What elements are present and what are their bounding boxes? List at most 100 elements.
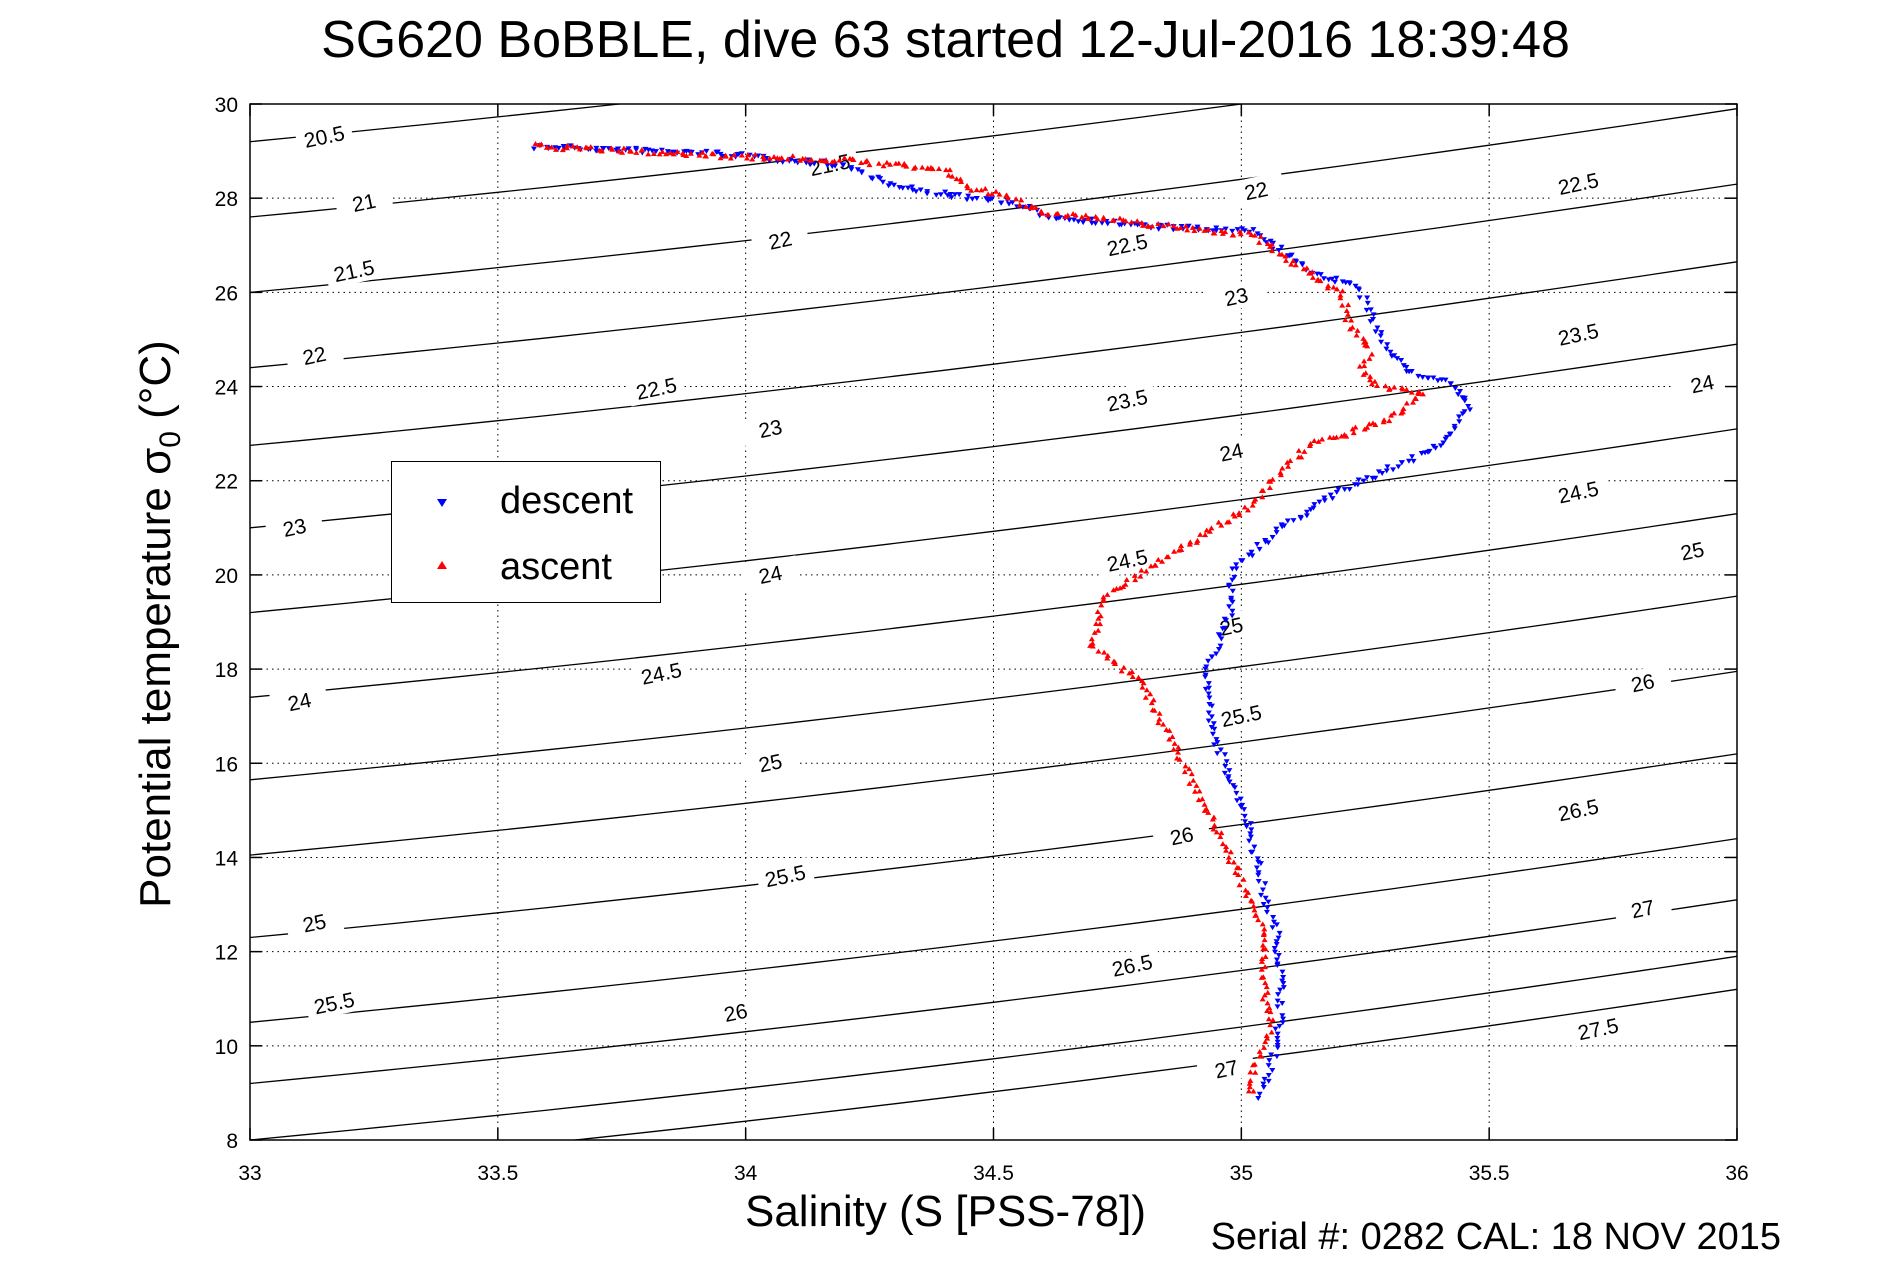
descent-point (1280, 985, 1287, 991)
ascent-point (1356, 363, 1363, 369)
descent-point (1208, 654, 1215, 660)
descent-point (1255, 872, 1262, 878)
descent-point (1369, 475, 1376, 481)
ascent-point (946, 167, 953, 173)
descent-point (599, 145, 606, 151)
contour-label-bg (1206, 277, 1267, 315)
descent-point (1217, 747, 1224, 753)
ascent-point (1225, 854, 1232, 860)
ascent-point (1163, 554, 1170, 560)
descent-point (1226, 604, 1233, 610)
ascent-point (1171, 548, 1178, 554)
descent-point (1379, 470, 1386, 476)
ascent-point (1155, 720, 1162, 726)
ascent-point (1018, 197, 1025, 203)
ascent-point (1230, 859, 1237, 865)
ascent-point (887, 161, 894, 167)
ascent-point (1277, 472, 1284, 478)
descent-point (1211, 726, 1218, 732)
descent-point (1352, 283, 1359, 289)
ascent-point (1343, 307, 1350, 313)
descent-point (832, 163, 839, 169)
ascent-point (1225, 859, 1232, 865)
ascent-point (679, 150, 686, 156)
descent-point (1418, 450, 1425, 456)
descent-point (1255, 1095, 1262, 1101)
ascent-point (1062, 214, 1069, 220)
ascent-point (1350, 430, 1357, 436)
descent-point (1424, 375, 1431, 381)
descent-point (1274, 962, 1281, 968)
descent-point (1226, 779, 1233, 785)
ascent-point (1186, 780, 1193, 786)
ascent-point (836, 157, 843, 163)
descent-point (1245, 552, 1252, 558)
descent-point (1279, 1013, 1286, 1019)
ascent-point (1246, 1080, 1253, 1086)
descent-point (1391, 353, 1398, 359)
ascent-point (633, 149, 640, 155)
contour-label-bg (1548, 315, 1609, 353)
descent-point (877, 176, 884, 182)
descent-point (1275, 248, 1282, 254)
descent-point (989, 196, 996, 202)
ascent-point (1250, 498, 1257, 504)
ascent-point (1287, 458, 1294, 464)
descent-point (1455, 414, 1462, 420)
descent-point (1256, 546, 1263, 552)
ascent-point (1339, 288, 1346, 294)
ascent-point (659, 148, 666, 154)
ascent-point (1187, 539, 1194, 545)
ascent-point (598, 147, 605, 153)
ascent-point (576, 146, 583, 152)
descent-point (1206, 695, 1213, 701)
series-ascent (532, 140, 1426, 1094)
ascent-point (1004, 195, 1011, 201)
contour-label-bg (264, 508, 325, 546)
ascent-point (1259, 996, 1266, 1002)
descent-point (1363, 475, 1370, 481)
data-series (530, 140, 1473, 1101)
axis-ticks: 33 33.5 34 34.5 35 35.5 36 8 10 12 14 16 18 20 22 24 26 2… (215, 94, 1749, 1185)
ascent-point (1170, 746, 1177, 752)
contour-label-bg (631, 654, 692, 692)
ascent-point (1236, 882, 1243, 888)
descent-point (1272, 949, 1279, 955)
ascent-point (1129, 668, 1136, 674)
descent-point (948, 195, 955, 201)
ascent-point (797, 157, 804, 163)
descent-point (1219, 626, 1226, 632)
descent-point (1209, 731, 1216, 737)
descent-point (1257, 861, 1264, 867)
ascent-point (1089, 640, 1096, 646)
descent-point (1213, 225, 1220, 231)
ascent-point (1303, 265, 1310, 271)
ascent-point (731, 152, 738, 158)
ascent-point (1022, 203, 1029, 209)
contour-line-21.5 (250, 108, 1737, 294)
ascent-point (935, 165, 942, 171)
ascent-point (1324, 285, 1331, 291)
descent-point (1205, 658, 1212, 664)
ascent-point (1178, 542, 1185, 548)
ascent-point (1416, 388, 1423, 394)
ascent-point (1199, 796, 1206, 802)
ascent-point (1269, 1017, 1276, 1023)
ascent-point (1100, 214, 1107, 220)
y-tick-label: 16 (215, 753, 238, 776)
x-tick-label: 35.5 (1469, 1162, 1510, 1185)
ascent-point (1160, 721, 1167, 727)
ascent-point (1098, 602, 1105, 608)
y-tick-label: 10 (215, 1036, 238, 1059)
ascent-point (992, 188, 999, 194)
descent-point (1265, 1073, 1272, 1079)
ascent-point (778, 155, 785, 161)
descent-point (791, 158, 798, 164)
ascent-point (1258, 966, 1265, 972)
descent-point (1211, 742, 1218, 748)
ascent-point (1257, 233, 1264, 239)
ascent-point (1284, 459, 1291, 465)
ascent-point (953, 176, 960, 182)
ascent-point (1386, 386, 1393, 392)
descent-point (1070, 217, 1077, 223)
